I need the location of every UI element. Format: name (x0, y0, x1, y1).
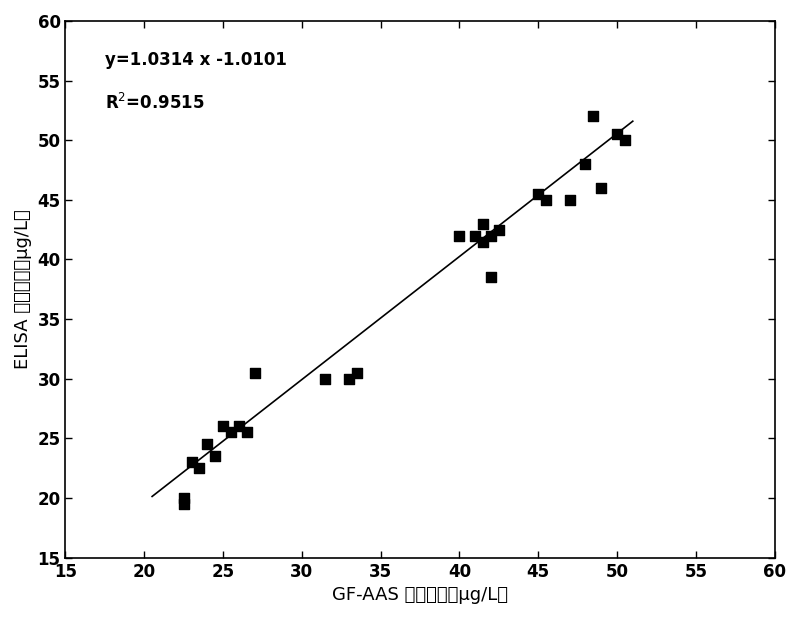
Point (319, 374, 332, 384)
Point (350, 368, 363, 378)
Point (579, 159, 592, 169)
Point (453, 231, 466, 240)
Point (477, 219, 490, 229)
Point (342, 374, 355, 384)
Point (493, 225, 506, 235)
Point (477, 237, 490, 247)
Point (232, 421, 245, 431)
Point (485, 273, 498, 282)
Point (595, 183, 608, 193)
Point (225, 428, 238, 438)
Point (201, 439, 214, 449)
Point (587, 111, 600, 121)
Text: y=1.0314 x -1.0101: y=1.0314 x -1.0101 (105, 51, 286, 69)
Text: R$^2$=0.9515: R$^2$=0.9515 (105, 93, 205, 112)
Point (240, 428, 253, 438)
Point (610, 129, 623, 139)
X-axis label: GF-AAS 测定结果（μg/L）: GF-AAS 测定结果（μg/L） (332, 586, 508, 604)
Point (185, 457, 198, 467)
Point (209, 451, 222, 461)
Point (248, 368, 261, 378)
Point (469, 231, 482, 240)
Point (540, 195, 553, 205)
Y-axis label: ELISA 测定结果（μg/L）: ELISA 测定结果（μg/L） (14, 210, 32, 369)
Point (178, 499, 190, 509)
Point (485, 231, 498, 240)
Point (532, 189, 545, 199)
Point (193, 464, 206, 473)
Point (563, 195, 576, 205)
Point (217, 421, 230, 431)
Point (618, 135, 631, 145)
Point (178, 493, 190, 503)
